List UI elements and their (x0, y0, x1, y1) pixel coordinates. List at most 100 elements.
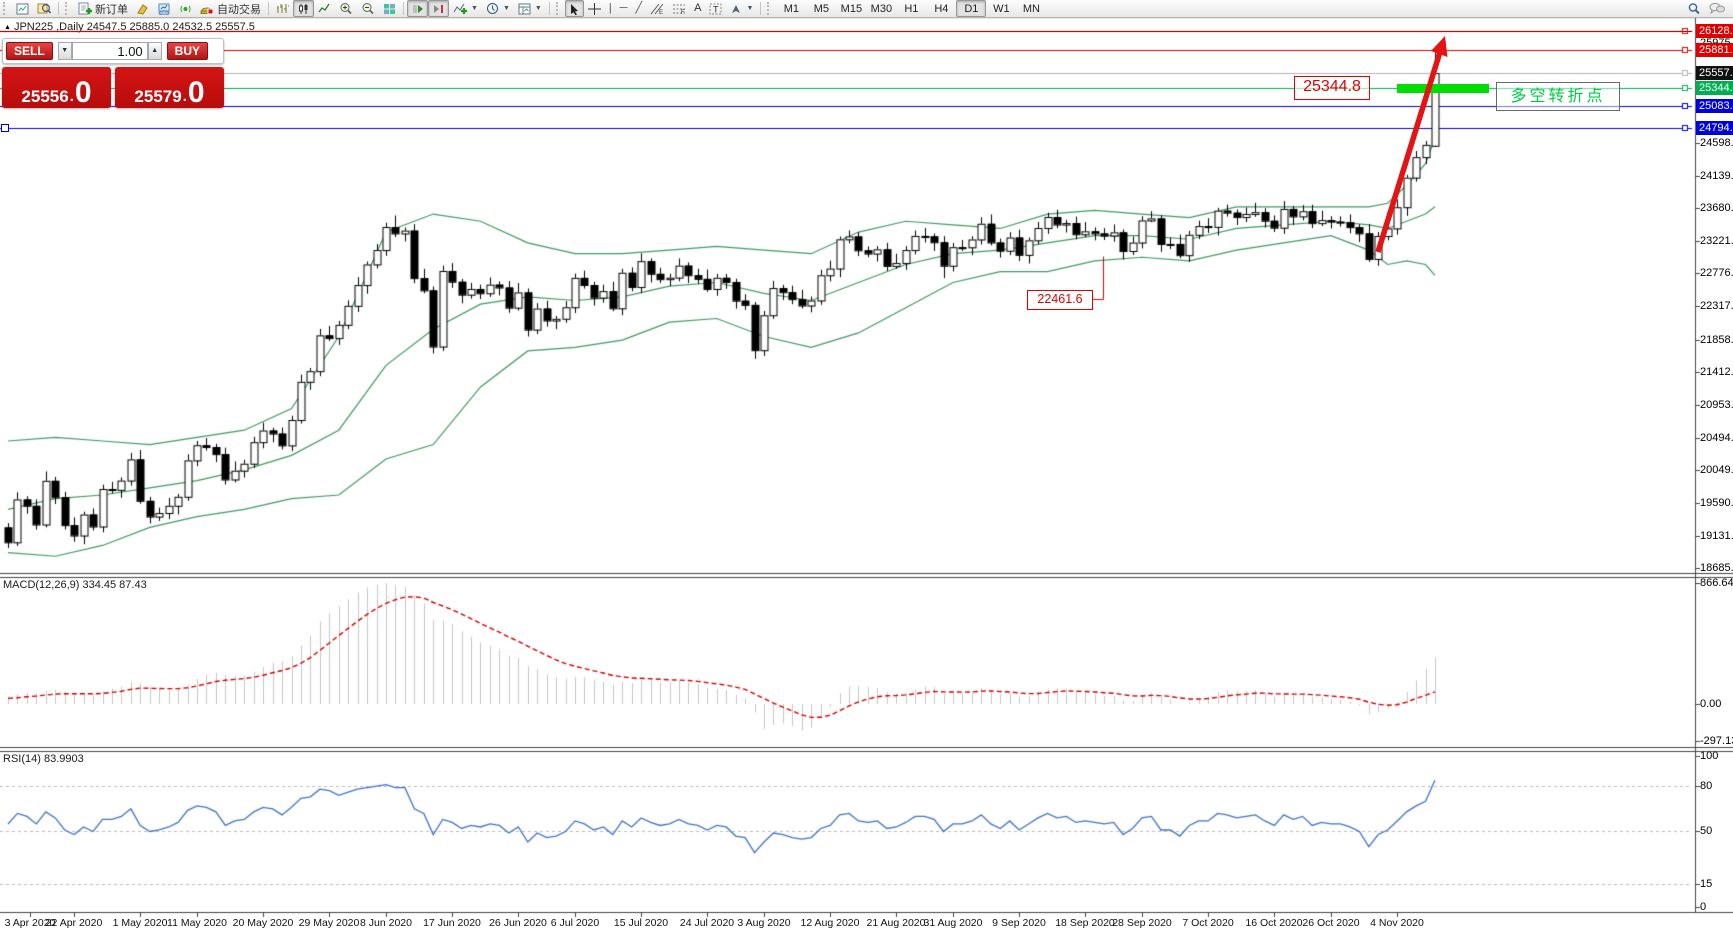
low-price-label[interactable]: 22461.6 (1027, 290, 1093, 310)
turning-point-highlight-bar[interactable] (1397, 84, 1489, 93)
candle-chart-icon (297, 3, 310, 15)
new-chart-button[interactable] (12, 0, 33, 17)
cursor-icon (569, 3, 580, 15)
chart-shift-button[interactable] (428, 0, 449, 17)
date-axis-label: 28 Sep 2020 (1112, 917, 1172, 929)
bar-chart-icon (276, 3, 289, 15)
chat-button[interactable] (1705, 0, 1729, 17)
new-order-icon (78, 2, 92, 15)
autotrade-button[interactable]: 自动交易 (196, 0, 265, 17)
fibonacci-tool-button[interactable]: F (668, 0, 690, 17)
toolbar-grip[interactable] (767, 2, 774, 15)
toolbar-separator (268, 2, 269, 15)
volume-increase-button[interactable]: ▲ (147, 42, 162, 60)
date-axis-label: 9 Sep 2020 (992, 917, 1046, 929)
toolbar-grip[interactable] (65, 2, 72, 15)
date-axis-label: 26 Jun 2020 (489, 917, 547, 929)
autotrade-label: 自动交易 (217, 3, 261, 16)
resistance-line-top[interactable] (0, 31, 1692, 32)
vertical-line-icon: | (608, 2, 612, 14)
timeframe-button-m5[interactable]: M5 (813, 2, 830, 15)
price-axis-label: 24139.5 (1700, 170, 1733, 182)
turning-point-note[interactable]: 多空转折点 (1496, 82, 1620, 111)
timeframe-button-m30[interactable]: M30 (870, 2, 893, 15)
channel-icon: E (650, 3, 664, 15)
publish-chart-button[interactable] (153, 0, 175, 17)
timeframe-button-m1[interactable]: M1 (783, 2, 800, 15)
text-tool-button[interactable]: A (690, 0, 705, 17)
periods-button[interactable]: ▼ (482, 0, 514, 17)
text-label-tool-button[interactable]: T (705, 0, 726, 17)
horizontal-line-tool-button[interactable]: ─ (616, 0, 632, 17)
indicators-button[interactable]: ▼ (449, 0, 482, 17)
trendline-tool-button[interactable]: ╱ (631, 0, 646, 17)
price-axis-label: -297.13 (1700, 735, 1733, 747)
tile-windows-button[interactable] (379, 0, 400, 17)
zoom-out-button[interactable] (357, 0, 379, 17)
timeframe-button-w1[interactable]: W1 (993, 2, 1010, 15)
vertical-line-tool-button[interactable]: | (605, 0, 616, 17)
macd-label: MACD(12,26,9) 334.45 87.43 (3, 579, 147, 591)
line-chart-button[interactable] (314, 0, 335, 17)
fibonacci-icon: F (672, 3, 686, 15)
rsi-label: RSI(14) 83.9903 (3, 753, 84, 765)
publish-chart-icon (157, 3, 171, 15)
crosshair-tool-button[interactable] (584, 0, 605, 17)
date-axis-label: 15 Jul 2020 (613, 917, 669, 929)
toolbar-grip[interactable] (3, 2, 10, 15)
cursor-tool-button[interactable] (564, 0, 584, 17)
buy-price-box[interactable]: 25579 . 0 (115, 67, 224, 108)
search-button[interactable] (1683, 0, 1705, 17)
volume-input[interactable] (71, 42, 148, 60)
arrows-tool-button[interactable]: ▼ (726, 0, 757, 17)
candle-chart-button[interactable] (293, 0, 314, 17)
channel-tool-button[interactable]: E (646, 0, 668, 17)
template-icon (518, 3, 531, 15)
timeframe-button-d1[interactable]: D1 (956, 0, 987, 17)
trend-arrow[interactable] (1365, 30, 1460, 262)
auto-scroll-icon (411, 3, 424, 15)
timeframe-button-mn[interactable]: MN (1022, 2, 1040, 15)
date-axis-label: 12 Aug 2020 (800, 917, 860, 929)
timeframe-button-m15[interactable]: M15 (840, 2, 863, 15)
chart-overview-button[interactable] (33, 0, 55, 17)
cleanup-button[interactable] (132, 0, 153, 17)
price-axis-label: 20049.0 (1700, 464, 1733, 476)
zoom-in-button[interactable] (335, 0, 357, 17)
price-axis-label: 18685.5 (1700, 562, 1733, 574)
sell-button[interactable]: SELL (6, 42, 53, 60)
sell-price-fraction: 0 (74, 76, 92, 109)
buy-price: 25579 (134, 87, 182, 106)
trendline-icon: ╱ (635, 2, 643, 14)
price-axis-label: 20953.5 (1700, 399, 1733, 411)
date-axis-label: 3 Aug 2020 (737, 917, 791, 929)
price-axis-label: 0 (1700, 901, 1707, 913)
clock-icon (486, 2, 499, 15)
toolbar-grip[interactable] (555, 2, 563, 15)
svg-text:T: T (713, 4, 719, 14)
arrows-icon (730, 3, 742, 15)
sell-price-box[interactable]: 25556 . 0 (2, 67, 111, 108)
date-axis-label: 22 Apr 2020 (45, 917, 103, 929)
auto-scroll-button[interactable] (407, 0, 428, 17)
volume-decrease-button[interactable]: ▼ (57, 42, 72, 60)
signals-button[interactable] (175, 0, 196, 17)
timeframe-button-h1[interactable]: H1 (904, 2, 919, 15)
date-axis-label: 11 May 2020 (167, 917, 227, 929)
price-axis-label: 0.00 (1700, 698, 1722, 710)
level-price-label[interactable]: 25344.8 (1294, 76, 1370, 100)
selected-line-handle[interactable] (1, 124, 9, 132)
templates-button[interactable]: ▼ (514, 0, 546, 17)
new-chart-icon (16, 3, 29, 15)
search-icon (1687, 2, 1701, 15)
bar-chart-button[interactable] (272, 0, 293, 17)
new-order-button[interactable]: 新订单 (74, 0, 132, 17)
toolbar-separator (548, 2, 550, 15)
price-axis-label: 19590.0 (1700, 497, 1733, 509)
timeframe-button-h4[interactable]: H4 (934, 2, 949, 15)
price-tag-label: 24794.5 (1696, 121, 1733, 135)
toolbar: 新订单 自动交易 ▼ ▼ ▼ | ─ ╱ E F A T ▼ M1 M5 M15 M3… (0, 0, 1733, 18)
date-axis-label: 21 Aug 2020 (866, 917, 926, 929)
buy-button[interactable]: BUY (166, 42, 209, 60)
